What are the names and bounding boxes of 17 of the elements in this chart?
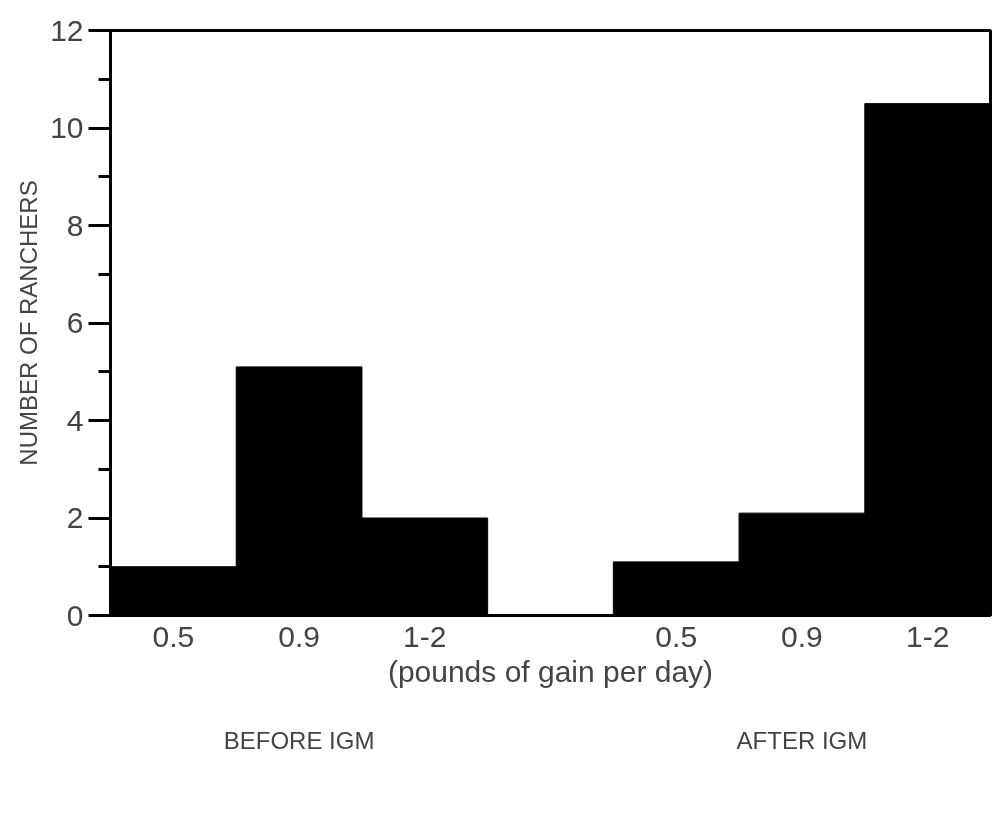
x-tick-label: 1-2 xyxy=(905,619,950,653)
y-tick-label: 4 xyxy=(66,403,84,437)
y-tick-label: 2 xyxy=(66,501,84,534)
y-tick-label: 8 xyxy=(66,208,84,242)
y-tick-label: 0 xyxy=(66,598,84,632)
x-tick-label: 0.9 xyxy=(781,619,823,653)
y-tick-label: 12 xyxy=(50,13,84,47)
x-tick-label: 0.9 xyxy=(278,619,320,653)
text: BEFORE IGM xyxy=(223,726,375,754)
y-tick-label: 6 xyxy=(66,306,84,339)
x-tick-label: 0.5 xyxy=(152,619,195,653)
y-tick-label: 10 xyxy=(50,111,84,144)
y-axis-title: NUMBER OF RANCHERS xyxy=(15,180,43,466)
x-axis-title: (pounds of gain per day) xyxy=(387,654,714,688)
x-tick-label: 0.5 xyxy=(655,619,698,653)
x-tick-label: 1-2 xyxy=(403,619,447,653)
text: AFTER IGM xyxy=(736,726,868,754)
